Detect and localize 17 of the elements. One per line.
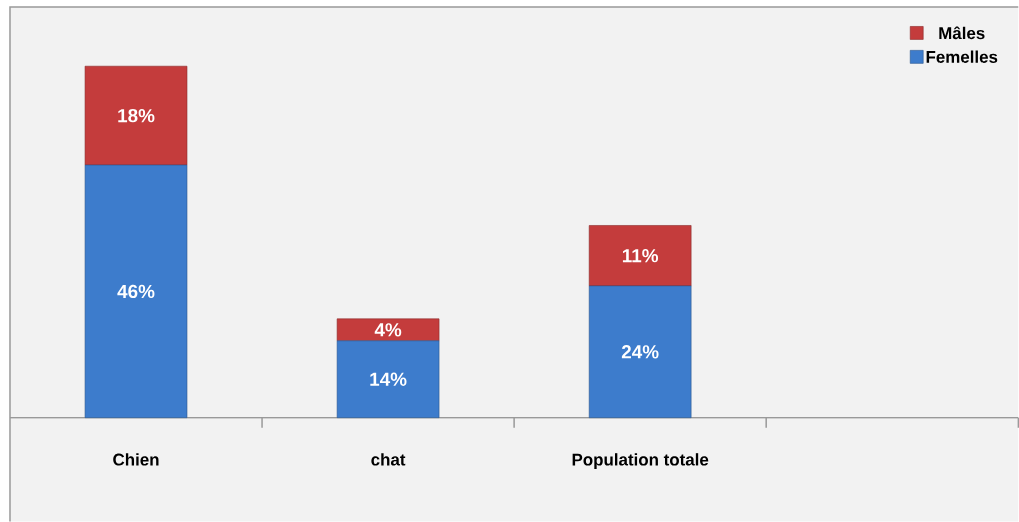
bar xyxy=(84,65,188,166)
data-label: 18% xyxy=(118,108,155,123)
legend-label: Femelles xyxy=(926,50,998,63)
data-label: 24% xyxy=(621,344,659,359)
legend-label: Mâles xyxy=(939,26,985,40)
bar xyxy=(588,285,692,418)
x-tick-label: chat xyxy=(371,453,406,466)
bar xyxy=(336,340,440,418)
data-label: 4% xyxy=(374,322,402,337)
x-tick-label: Population totale xyxy=(572,453,709,469)
bar xyxy=(336,318,440,341)
bar xyxy=(588,225,692,287)
data-label: 14% xyxy=(370,372,407,386)
bar xyxy=(84,164,188,418)
data-label: 11% xyxy=(622,248,659,263)
data-label: 46% xyxy=(117,284,155,298)
x-tick-label: Chien xyxy=(113,453,159,466)
